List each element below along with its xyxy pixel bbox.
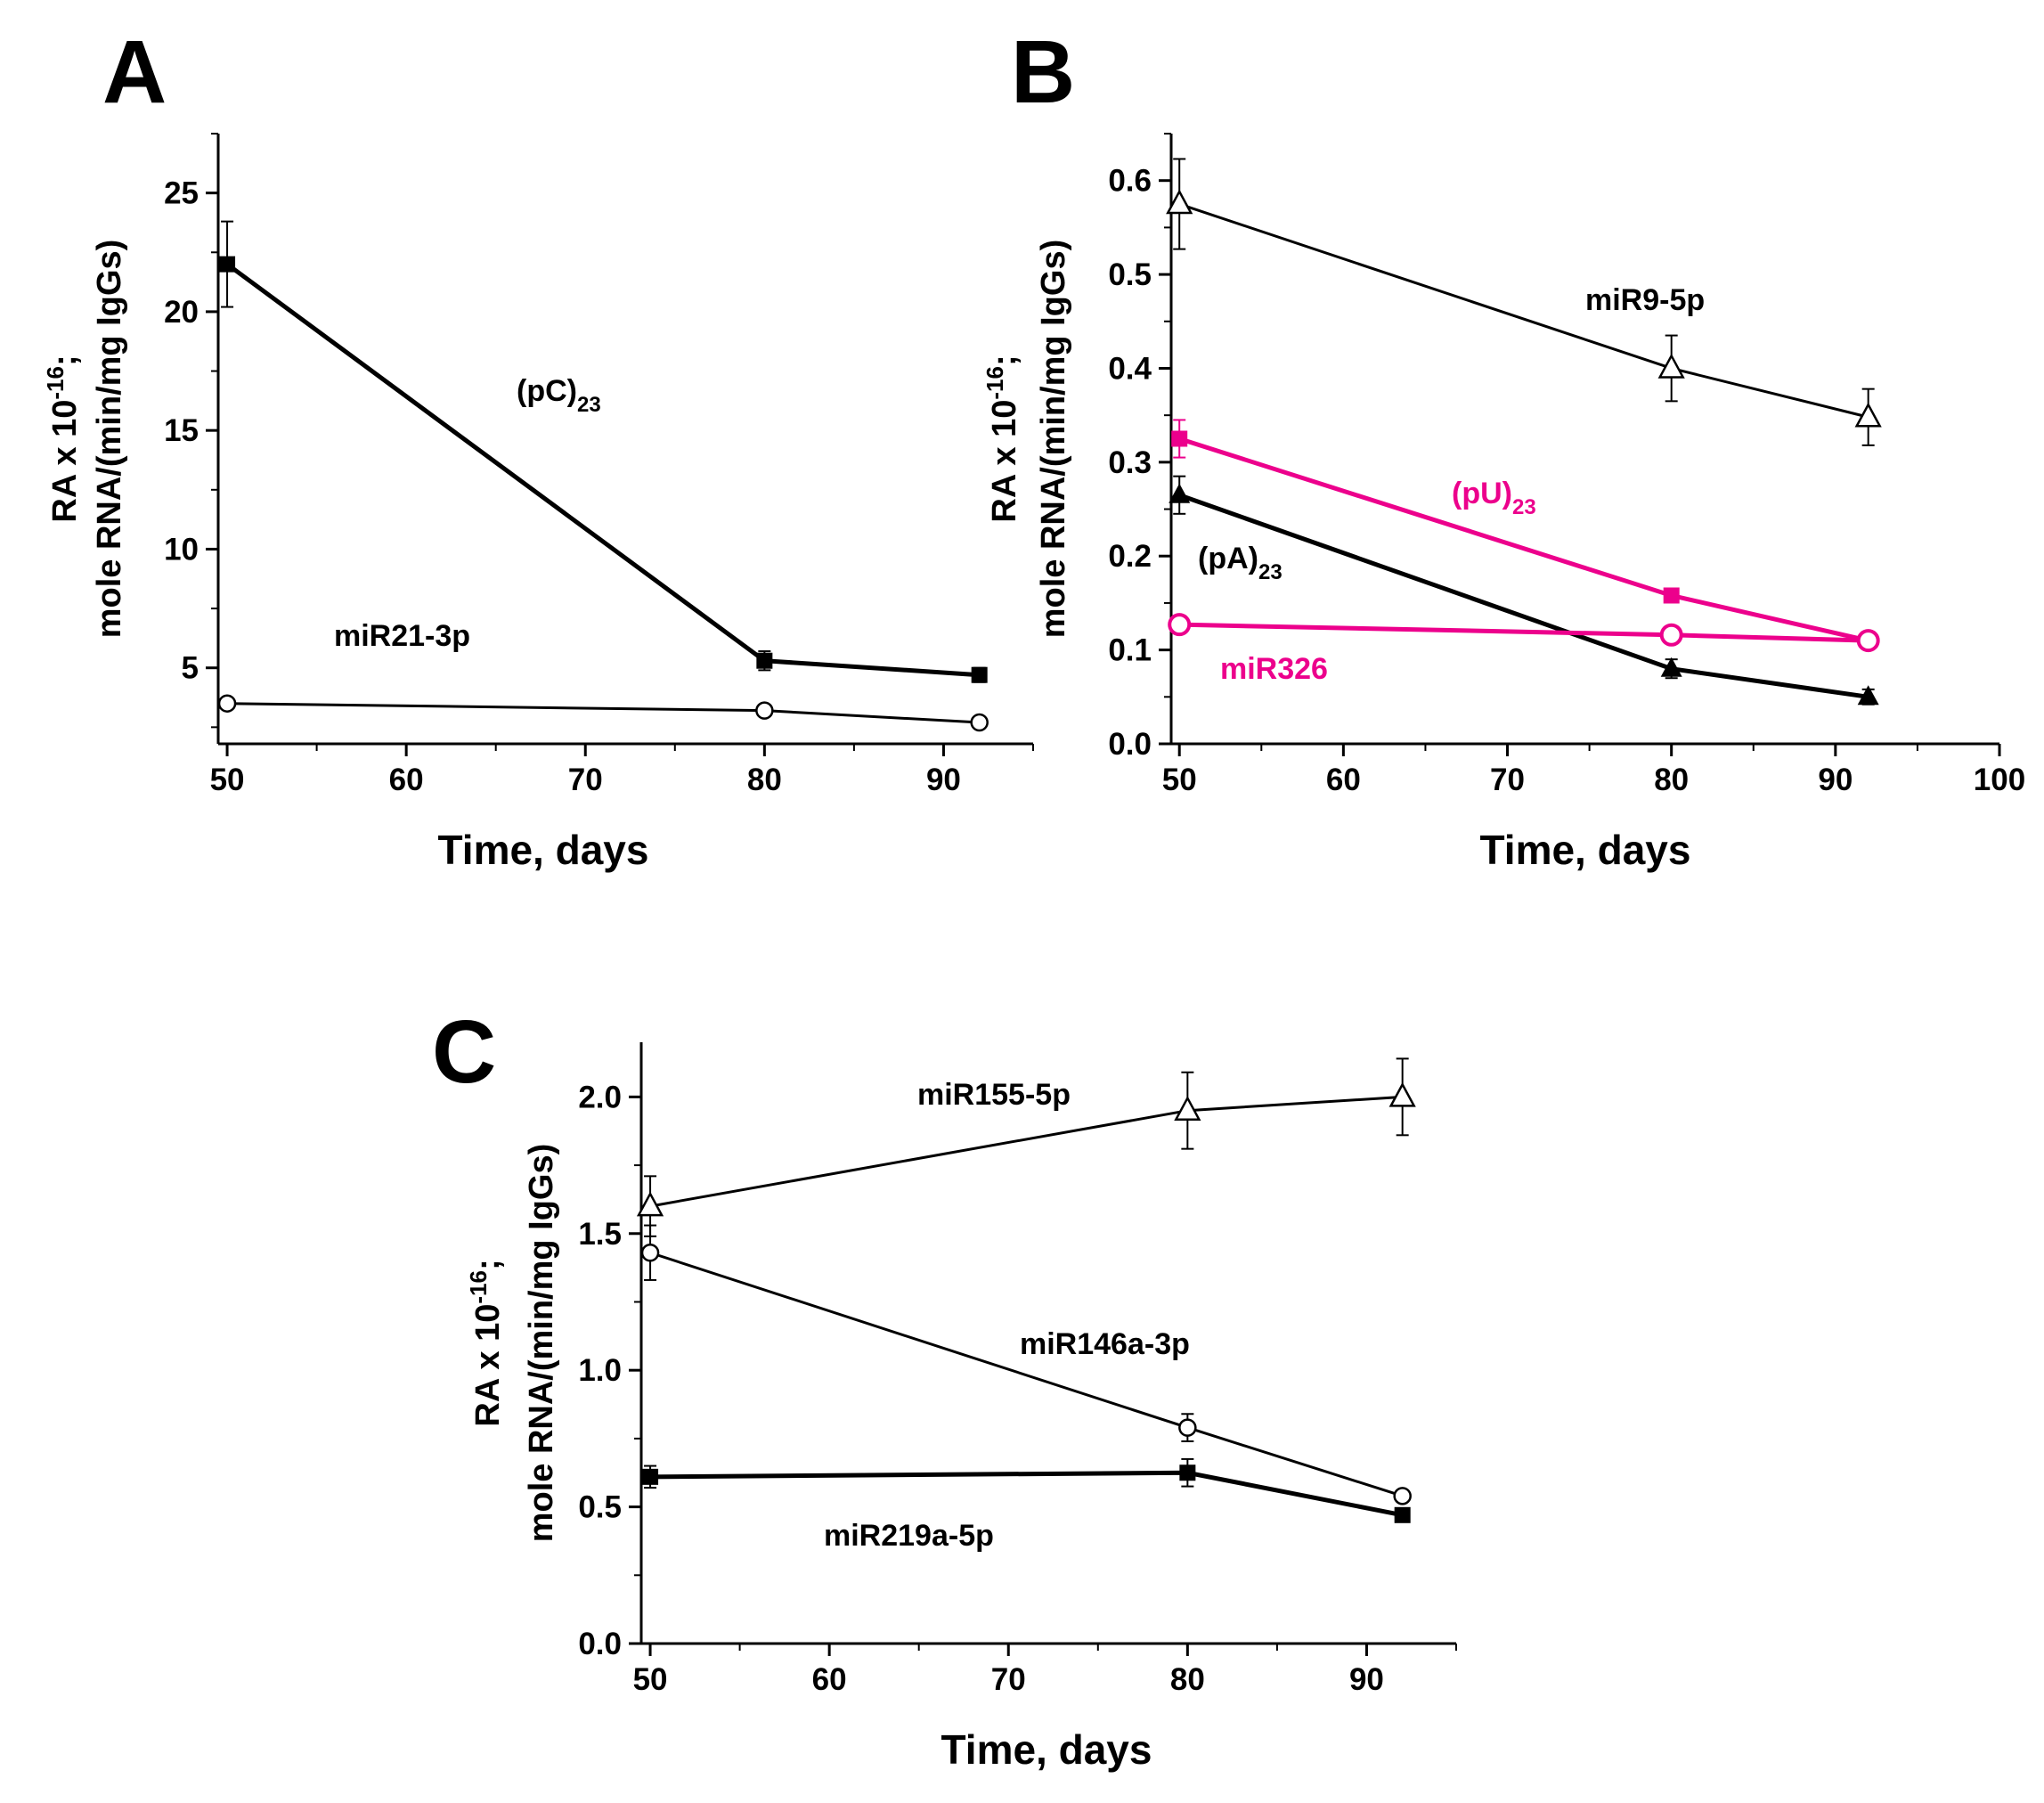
series-pa23: (pA)23 [1169,475,1879,706]
panel-c: C 50 60 70 80 90 0.0 0.5 1.0 1.5 2.0 Time, days RA x… [432,1002,1457,1773]
data-point [1168,613,1192,637]
data-point [971,666,988,683]
data-point [1659,623,1683,647]
data-point [1854,402,1882,428]
x-tick-label: 90 [1818,763,1853,797]
x-tick-label: 60 [389,763,424,797]
y-tick-label: 0.6 [1108,164,1152,199]
series-label-pc23: (pC)23 [517,374,601,417]
data-point [1663,587,1680,604]
series-mir213p: miR21-3p [217,619,989,732]
y-tick-label: 0.2 [1108,539,1152,574]
x-tick-label: 80 [1654,763,1689,797]
y-tick-label: 0.5 [578,1490,622,1525]
y-tick-label: 0.5 [1108,257,1152,292]
data-point [1178,1418,1197,1437]
data-point [219,256,236,273]
x-tick-label: 50 [633,1662,668,1697]
x-tick-label: 70 [991,1662,1026,1697]
data-point [1166,189,1193,215]
x-tick-label: 60 [812,1662,847,1697]
data-point [1169,483,1191,503]
data-point [756,652,773,669]
series-label-mir95p: miR9-5p [1585,283,1705,317]
data-point [1179,1464,1196,1481]
data-point [1394,1506,1411,1523]
y-axis-title-line1: RA x 10-16; [42,355,84,522]
series-label-mir219a5p: miR219a-5p [824,1519,994,1553]
data-point [636,1191,664,1217]
series-mir146a3p: miR146a-3p [640,1224,1412,1505]
x-tick-label: 80 [747,763,782,797]
y-axis-title-line1: RA x 10-16; [465,1259,507,1426]
x-tick-label: 60 [1326,763,1361,797]
data-point [1857,685,1879,706]
series-mir1555p: miR155-5p [636,1057,1416,1237]
data-point [642,1468,659,1485]
series-label-mir213p: miR21-3p [334,619,470,653]
series-mir95p: miR9-5p [1166,158,1882,446]
x-tick-label: 80 [1170,1662,1205,1697]
x-axis-title: Time, days [1480,827,1691,873]
x-tick-label: 70 [1490,763,1525,797]
x-tick-label: 50 [1162,763,1197,797]
y-axis-title-line2: mole RNA/(min/mg IgGs) [91,240,128,639]
series-pc23: (pC)23 [219,220,988,683]
y-tick-label: 1.0 [578,1353,622,1388]
data-point [640,1244,660,1262]
y-axis-title-line2: mole RNA/(min/mg IgGs) [523,1144,560,1543]
x-tick-label: 90 [926,763,961,797]
y-tick-label: 0.1 [1108,633,1152,668]
series-mir219a5p: miR219a-5p [642,1457,1411,1553]
x-axis-title: Time, days [941,1726,1152,1773]
y-tick-label: 15 [164,413,199,448]
x-tick-label: 70 [568,763,603,797]
y-tick-label: 0.0 [578,1627,622,1661]
series-label-mir1555p: miR155-5p [917,1078,1071,1112]
panel-a: A 50 60 70 80 90 5 10 15 20 25 Time, days RA x 10-16… [42,22,1034,873]
y-axis-title-line2: mole RNA/(min/mg IgGs) [1035,240,1072,639]
data-point [1174,1096,1201,1121]
series-label-mir146a3p: miR146a-3p [1020,1327,1190,1361]
x-axis-title: Time, days [438,827,649,873]
y-tick-label: 0.3 [1108,445,1152,480]
series-label-pa23: (pA)23 [1198,542,1283,584]
data-point [1171,430,1188,447]
y-tick-label: 1.5 [578,1217,622,1252]
data-point [217,694,237,713]
x-tick-label: 50 [210,763,245,797]
data-point [970,713,989,732]
y-tick-label: 20 [164,295,199,330]
series-label-mir326: miR326 [1220,652,1328,686]
y-tick-label: 10 [164,532,199,567]
series-mir326: miR326 [1168,613,1880,686]
panel-letter-a: A [102,22,167,122]
data-point [755,701,774,720]
y-tick-label: 2.0 [578,1080,622,1114]
data-point [1657,353,1685,379]
y-tick-label: 0.0 [1108,727,1152,762]
panel-b: B 50 60 70 80 90 100 0.0 0.1 0.2 0.3 0.4 0.5 0.6 Time,… [981,22,2025,873]
panel-letter-b: B [1011,22,1075,122]
series-label-pu23: (pU)23 [1452,477,1536,519]
y-tick-label: 5 [182,651,199,686]
y-axis-title-line1: RA x 10-16; [981,355,1023,522]
x-tick-label: 100 [1974,763,2025,797]
panel-letter-c: C [432,1002,496,1102]
data-point [1393,1487,1412,1505]
data-point [1660,657,1682,677]
data-point [1856,629,1880,653]
x-tick-label: 90 [1349,1662,1384,1697]
y-tick-label: 25 [164,176,199,211]
y-tick-label: 0.4 [1108,351,1152,386]
data-point [1388,1081,1416,1107]
